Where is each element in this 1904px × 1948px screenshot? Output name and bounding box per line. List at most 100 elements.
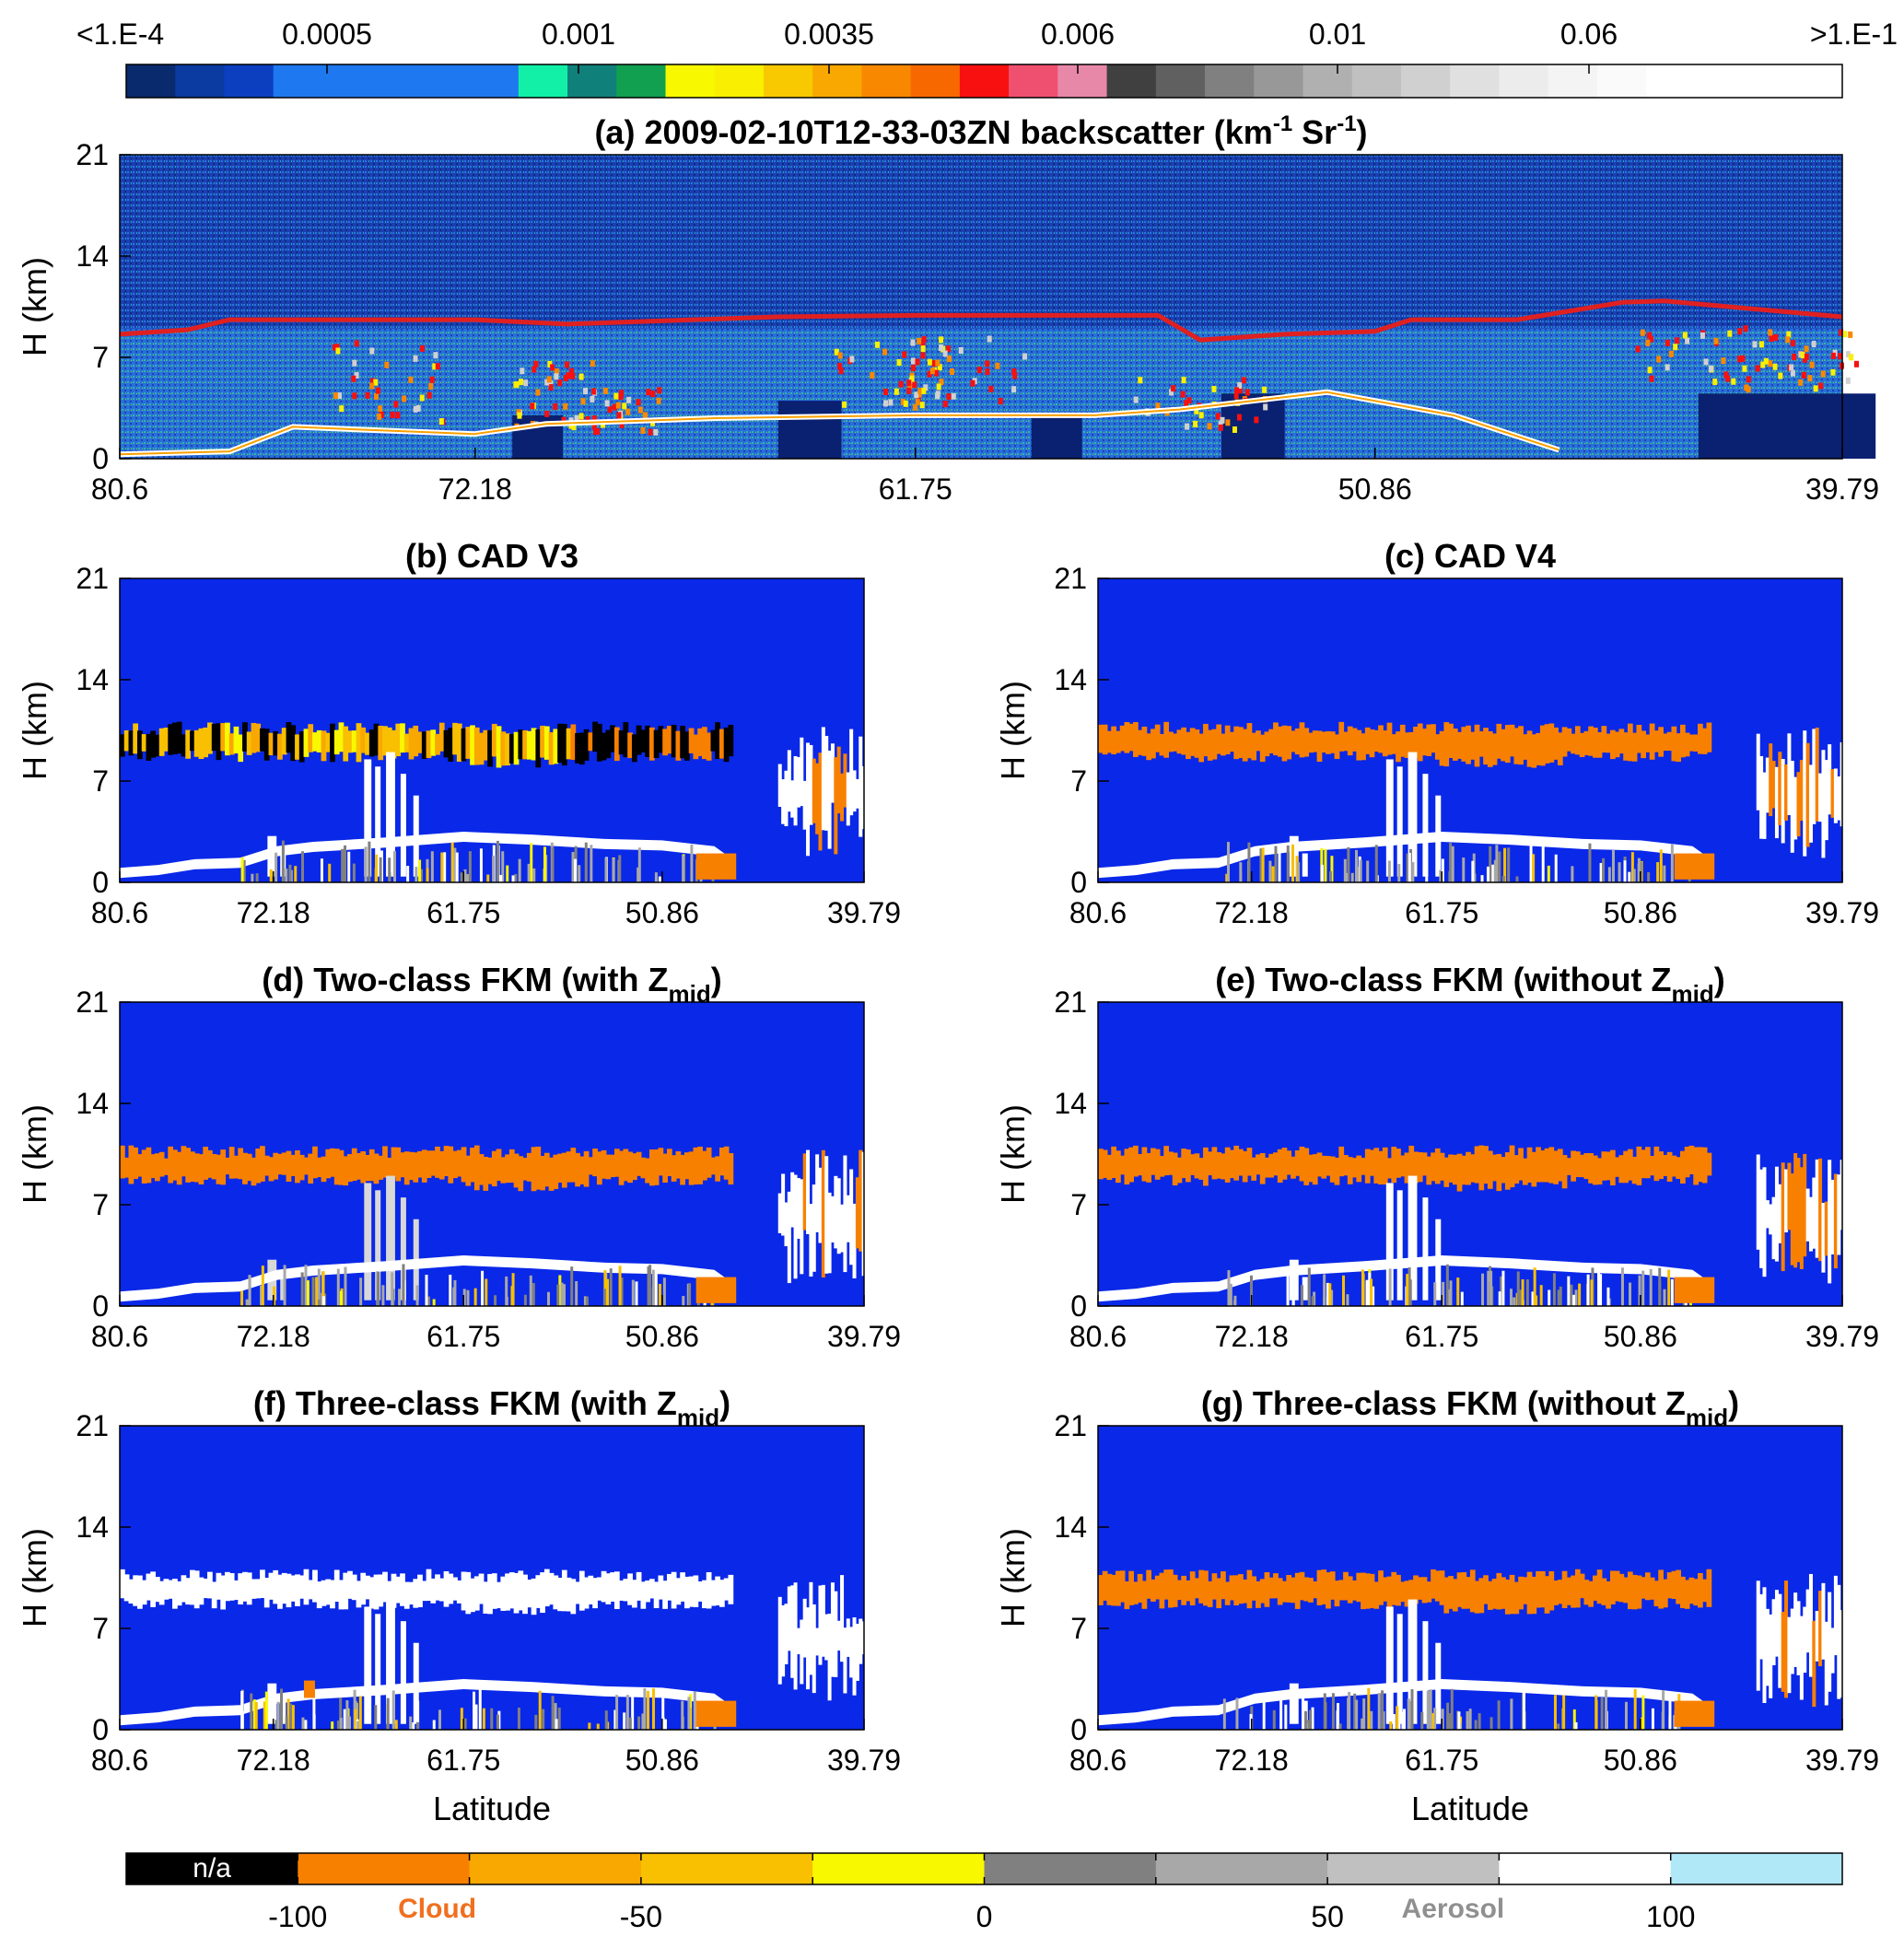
cloud-return-cell [530,402,535,410]
cloud-layer-cell [1189,1154,1196,1175]
cloud-return-cell [413,405,418,413]
cloud-layer-cell [400,1573,405,1606]
y-tick-label: 21 [76,1409,109,1442]
aerosol-streak [462,1289,466,1306]
cloud-layer-cell [1189,728,1196,756]
aerosol-streak [1489,846,1492,882]
aerosol-streak [563,1284,567,1306]
cloud-return-cell [1740,355,1746,362]
cloud-layer-cell [658,726,664,753]
y-tick-label: 14 [1054,1087,1087,1120]
aerosol-streak [1372,1286,1375,1306]
cloud-layer-cell [618,1580,625,1601]
right-feature-cell [1824,1621,1828,1706]
cloud-layer-cell [1413,726,1419,758]
top-colorbar-segment [469,64,520,98]
cloud-return-cell [351,375,356,382]
cloud-layer-cell [605,729,612,759]
cloud-layer-cell [1356,1572,1362,1603]
cloud-layer-cell [1124,1149,1130,1185]
aerosol-streak [1559,1286,1562,1306]
cloud-layer-cell [728,1152,734,1185]
cloud-layer-cell [1168,731,1174,752]
right-feature-cell [790,780,795,818]
cloud-layer-cell [487,1157,493,1184]
cloud-layer-cell [583,729,590,761]
cloud-layer-cell [1168,1569,1174,1608]
cloud-return-cell [1743,325,1748,332]
cloud-return-cell [939,344,944,352]
cloud-return-cell [985,368,990,376]
cloud-layer-cell [1596,732,1603,758]
cloud-layer-cell [1583,730,1590,755]
aerosol-streak [1597,1269,1601,1306]
top-colorbar-label: 0.006 [1041,17,1115,51]
y-tick-label: 14 [1054,1511,1087,1544]
cloud-return-cell [1708,365,1713,372]
cloud-layer-cell [438,1578,445,1602]
cloud-layer-cell [356,1152,362,1180]
cloud-layer-cell [631,734,637,763]
cloud-layer-cell [172,1579,178,1609]
right-feature-cell [784,1202,788,1247]
cloud-layer-cell [1106,1154,1113,1181]
cloud-layer-cell [1207,1581,1213,1607]
cloud-return-cell [591,415,597,423]
cloud-return-cell [1744,384,1749,391]
cloud-layer-cell [1566,1158,1572,1175]
cloud-layer-cell [662,729,668,756]
cloud-return-cell [1853,360,1859,367]
y-tick-label: 7 [1070,764,1087,798]
panel-title-sub: mid [669,980,711,1008]
cloud-layer-cell [325,1579,332,1605]
aerosol-streak [1588,843,1592,882]
cloud-layer-cell [273,730,279,756]
cloud-layer-cell [1518,726,1524,765]
cloud-layer-cell [1238,1149,1244,1176]
cloud-return-cell [1763,357,1769,365]
aerosol-streak [1574,1721,1578,1730]
aerosol-streak [1623,860,1627,882]
cloud-layer-cell [128,1579,134,1604]
aerosol-streak [1323,1274,1326,1306]
cloud-return-cell [849,356,855,363]
aerosol-streak [331,1721,334,1730]
top-colorbar-segment [714,64,765,98]
aerosol-streak [312,1696,316,1730]
cloud-return-cell [1244,389,1250,396]
cloud-layer-cell [461,1571,467,1611]
cloud-layer-cell [123,729,130,752]
cloud-return-cell [1731,378,1736,385]
cloud-layer-cell [1312,730,1318,752]
aerosol-streak [463,1718,467,1730]
x-tick-label: 72.18 [1215,1320,1289,1353]
cloud-layer-cell [1518,1148,1524,1181]
cloud-layer-cell [500,1157,507,1184]
cloud-layer-cell [338,1580,345,1610]
cloud-layer-cell [1343,731,1349,752]
cloud-layer-cell [1373,1148,1380,1184]
top-colorbar-segment [1009,64,1058,98]
aerosol-streak [359,1277,363,1306]
right-feature-cell [1769,743,1773,817]
cloud-return-cell [1820,370,1826,378]
cloud-layer-cell [185,1578,192,1605]
cloud-layer-cell [141,734,147,752]
cloud-return-cell [906,387,912,394]
aerosol-streak [425,1275,428,1306]
aerosol-streak [1261,847,1265,882]
cloud-layer-cell [1291,1577,1296,1604]
cloud-layer-cell [260,1146,265,1182]
aerosol-streak [623,1712,626,1730]
cloud-layer-cell [1636,1575,1642,1609]
cloud-layer-cell [666,726,672,754]
cloud-layer-cell [1693,1579,1699,1606]
aerosol-streak [1337,1703,1340,1730]
cloud-layer-cell [508,1149,515,1183]
aerosol-streak [1500,1276,1503,1306]
aerosol-streak [590,845,593,882]
cloud-layer-cell [1329,731,1336,753]
cloud-layer-cell [658,1575,664,1600]
cloud-layer-cell [1251,732,1257,761]
cloud-layer-cell [273,1569,279,1604]
